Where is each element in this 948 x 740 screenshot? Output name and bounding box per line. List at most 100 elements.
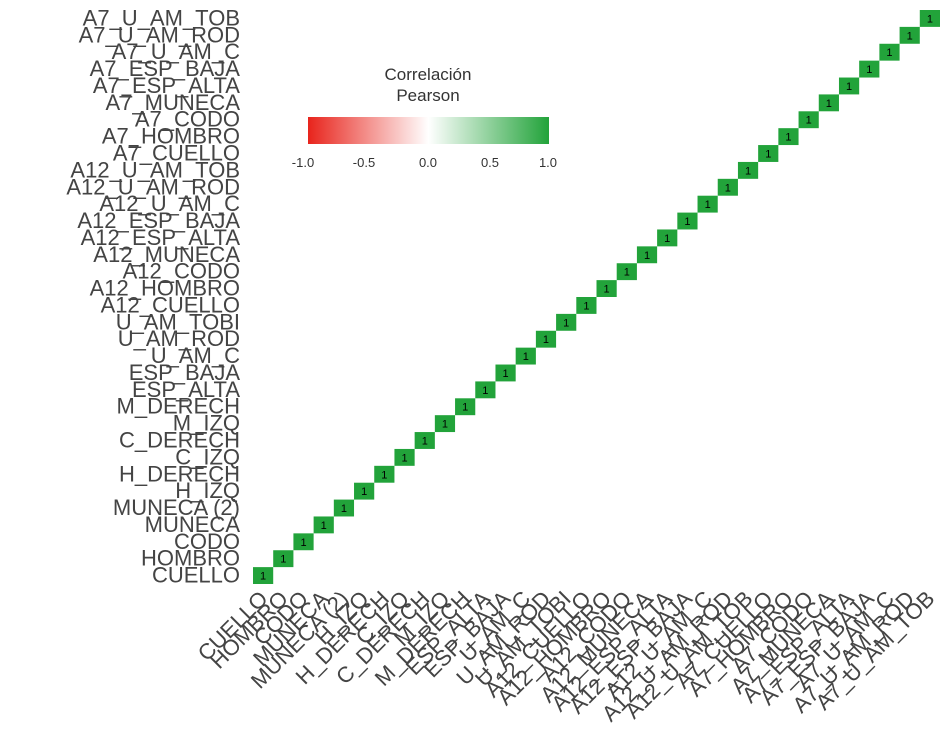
heatmap-cell-label: 1	[321, 520, 327, 532]
heatmap-cell-label: 1	[866, 64, 872, 76]
heatmap-cell-diagonal	[273, 550, 294, 568]
y-tick-label: A7_ESP_BAJA	[90, 56, 241, 81]
heatmap-cell-diagonal	[354, 482, 375, 500]
heatmap-cell-diagonal	[293, 533, 314, 551]
heatmap-cell-label: 1	[482, 385, 488, 397]
y-tick-label: A12_MUNECA	[93, 242, 240, 267]
heatmap-cell-diagonal	[919, 10, 940, 27]
heatmap-cell-diagonal	[455, 398, 476, 416]
heatmap-cell-diagonal	[515, 347, 536, 365]
y-tick-label: MUNECA	[145, 512, 241, 537]
heatmap-cell-label: 1	[361, 486, 367, 498]
heatmap-cell-diagonal	[737, 161, 759, 179]
heatmap-cell-label: 1	[806, 115, 812, 127]
heatmap-cell-diagonal	[535, 330, 557, 348]
y-tick-label: HOMBRO	[141, 546, 240, 571]
y-tick-label: CODO	[174, 529, 240, 554]
heatmap-cell-label: 1	[583, 300, 589, 312]
y-tick-label: ESP_ALTA	[132, 377, 240, 402]
heatmap-cell-label: 1	[462, 402, 468, 414]
heatmap-cell-diagonal	[394, 448, 415, 466]
heatmap-cell-label: 1	[785, 132, 791, 144]
y-tick-label: A12_CUELLO	[101, 292, 240, 317]
y-tick-label: CUELLO	[152, 563, 240, 588]
heatmap-cell-diagonal	[374, 465, 395, 483]
y-tick-label: H_IZQ	[175, 478, 240, 503]
heatmap-cell-label: 1	[401, 452, 407, 464]
heatmap-cell-label: 1	[260, 571, 266, 583]
heatmap-cell-label: 1	[705, 199, 711, 211]
heatmap-cell-label: 1	[745, 165, 751, 177]
heatmap-cell-diagonal	[798, 111, 819, 129]
heatmap-cell-diagonal	[697, 195, 718, 213]
y-tick-label: MUNECA (2)	[113, 495, 240, 520]
y-tick-label: C_DERECH	[119, 428, 240, 453]
y-tick-label: A7_HOMBRO	[102, 124, 240, 149]
heatmap-cell-diagonal	[899, 26, 920, 44]
heatmap-cell-label: 1	[381, 469, 387, 481]
heatmap-cell-label: 1	[280, 554, 286, 566]
y-tick-label: U_AM_ROD	[118, 326, 240, 351]
heatmap-cell-diagonal	[475, 381, 496, 399]
y-tick-label: A7_MUNECA	[106, 90, 241, 115]
y-tick-label: A7_CODO	[135, 107, 240, 132]
y-tick-label: M_IZQ	[173, 411, 240, 436]
heatmap-cell-label: 1	[624, 267, 630, 279]
heatmap-cell-label: 1	[563, 317, 569, 329]
legend-tick: 0.0	[419, 155, 437, 170]
heatmap-cell-diagonal	[576, 297, 597, 314]
y-tick-label: A7_U_AM_C	[112, 39, 241, 64]
heatmap-cell-diagonal	[434, 415, 456, 433]
legend-colorbar	[308, 117, 549, 144]
heatmap-cell-diagonal	[717, 178, 738, 196]
y-tick-label: M_DERECH	[117, 394, 240, 419]
y-tick-label: A12_CODO	[123, 259, 240, 284]
heatmap-cell-diagonal	[778, 128, 799, 146]
y-tick-label: U_AM_C	[151, 343, 240, 368]
legend-tick: 1.0	[539, 155, 557, 170]
legend-tick: 0.5	[481, 155, 499, 170]
heatmap-cell-diagonal	[818, 94, 839, 112]
legend-title-line2: Pearson	[396, 86, 459, 105]
y-tick-label: A12_U_AM_C	[99, 191, 240, 216]
y-tick-label: A12_ESP_ALTA	[81, 225, 241, 250]
heatmap-cell-diagonal	[253, 567, 274, 584]
y-tick-label: A12_U_AM_ROD	[66, 174, 240, 199]
heatmap-cell-label: 1	[543, 334, 549, 346]
heatmap-cell-label: 1	[664, 233, 670, 245]
y-tick-label: A7_CUELLO	[113, 141, 240, 166]
y-tick-label: A7_ESP_ALTA	[93, 73, 240, 98]
heatmap-cell-label: 1	[846, 81, 852, 93]
heatmap-cell-diagonal	[313, 516, 334, 534]
y-tick-label: A12_U_AM_TOB	[70, 157, 240, 182]
heatmap-cell-diagonal	[879, 43, 900, 61]
heatmap-cell-label: 1	[503, 368, 509, 380]
heatmap-cell-label: 1	[765, 149, 771, 161]
heatmap-cell-diagonal	[596, 280, 617, 297]
legend-tick: -0.5	[353, 155, 375, 170]
heatmap-cell-diagonal	[333, 499, 355, 517]
legend: Correlación Pearson -1.0 -0.5 0.0 0.5 1.…	[292, 65, 557, 170]
heatmap-cell-label: 1	[422, 436, 428, 448]
heatmap-cell-diagonal	[414, 432, 435, 449]
heatmap-cell-label: 1	[341, 503, 347, 515]
legend-title-line1: Correlación	[385, 65, 472, 84]
heatmap-cell-label: 1	[604, 284, 610, 296]
heatmap-cells: 1 1 1 1 1 1 1 1 1 1 1 1 1 1 1 1 1 1 1 1 1 1 1 1 1 1 1 1 1 1 1 1 1 1	[253, 10, 940, 584]
heatmap-cell-diagonal	[616, 263, 637, 281]
y-tick-label: A12_HOMBRO	[90, 276, 240, 301]
heatmap-cell-label: 1	[442, 419, 448, 431]
heatmap-cell-diagonal	[758, 145, 779, 162]
heatmap-cell-diagonal	[495, 364, 516, 382]
heatmap-cell-label: 1	[684, 216, 690, 228]
y-tick-label: ESP_BAJA	[129, 360, 241, 385]
heatmap-cell-label: 1	[826, 98, 832, 110]
heatmap-cell-diagonal	[556, 313, 577, 331]
heatmap-cell-label: 1	[644, 250, 650, 262]
heatmap-cell-diagonal	[657, 229, 678, 247]
heatmap-cell-label: 1	[300, 537, 306, 549]
heatmap-cell-label: 1	[886, 47, 892, 59]
